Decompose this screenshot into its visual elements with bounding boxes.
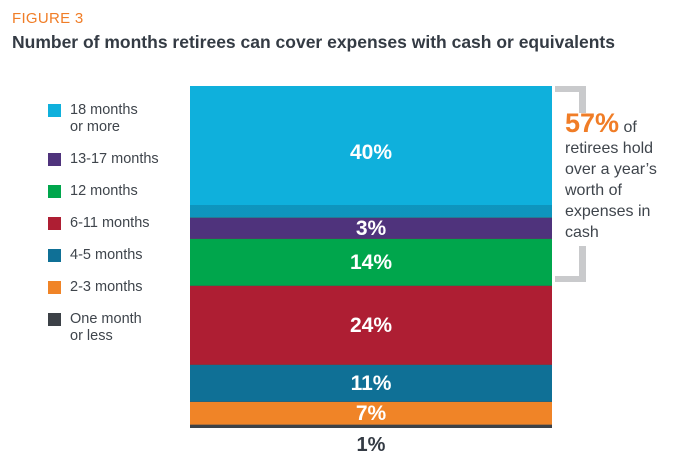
legend-swatch-icon — [48, 281, 61, 294]
legend-label: 12 months — [70, 183, 138, 199]
bar-segment-4: 11% — [190, 365, 552, 402]
legend-swatch-icon — [48, 104, 61, 117]
segment-value-label: 40% — [349, 140, 393, 164]
legend-item-5: 2-3 months — [48, 279, 190, 296]
legend-label: 13-17 months — [70, 151, 159, 167]
chart-header: FIGURE 3 Number of months retirees can c… — [12, 10, 695, 53]
bracket-bottom-corner — [555, 246, 586, 282]
bar-segment-6 — [190, 424, 552, 429]
figure-label: FIGURE 3 — [12, 10, 84, 27]
bar-segment-1: 3% — [190, 217, 552, 241]
segment-value-label: 3% — [355, 217, 387, 241]
below-bar-value-label: 1% — [356, 434, 386, 456]
legend-item-1: 13-17 months — [48, 151, 190, 168]
legend-item-4: 4-5 months — [48, 247, 190, 264]
callout-text: 57% of retirees hold over a year’s worth… — [565, 110, 683, 243]
page-title: Number of months retirees can cover expe… — [12, 32, 615, 52]
legend-label: 6-11 months — [70, 215, 150, 231]
legend-swatch-icon — [48, 217, 61, 230]
bar-segment-0: 40% — [190, 86, 552, 219]
stacked-bar: 40% 3% 14% 24% 11% 7% — [190, 86, 552, 429]
segment-value-label: 11% — [350, 371, 392, 395]
callout: 57% of retirees hold over a year’s worth… — [552, 86, 695, 457]
legend-swatch-icon — [48, 153, 61, 166]
segment-value-label: 14% — [349, 251, 393, 275]
legend-swatch-icon — [48, 249, 61, 262]
legend-label: 4-5 months — [70, 247, 143, 263]
chart-area: 18 months or more 13-17 months 12 months 6-… — [12, 86, 695, 457]
bar-segment-3: 24% — [190, 285, 552, 366]
legend-swatch-icon — [48, 313, 61, 326]
bar-segment-5: 7% — [190, 401, 552, 425]
legend-swatch-icon — [48, 185, 61, 198]
legend-item-3: 6-11 months — [48, 215, 190, 232]
bracket-top-corner — [555, 86, 586, 113]
legend-item-6: One month or less — [48, 311, 190, 345]
legend-label: One month or less — [70, 311, 142, 344]
segment-value-label: 24% — [349, 313, 393, 337]
legend-item-2: 12 months — [48, 183, 190, 200]
legend-label: 2-3 months — [70, 279, 143, 295]
segment-value-label: 7% — [355, 401, 387, 425]
legend-label: 18 months or more — [70, 102, 138, 135]
callout-text-rest: of retirees hold over a year’s worth of … — [565, 119, 657, 241]
legend-item-0: 18 months or more — [48, 102, 190, 136]
legend: 18 months or more 13-17 months 12 months 6-… — [12, 86, 190, 457]
bar-column: 40% 3% 14% 24% 11% 7% 1% — [190, 86, 552, 457]
bar-segment-2: 14% — [190, 239, 552, 286]
callout-stat: 57% — [565, 108, 620, 138]
